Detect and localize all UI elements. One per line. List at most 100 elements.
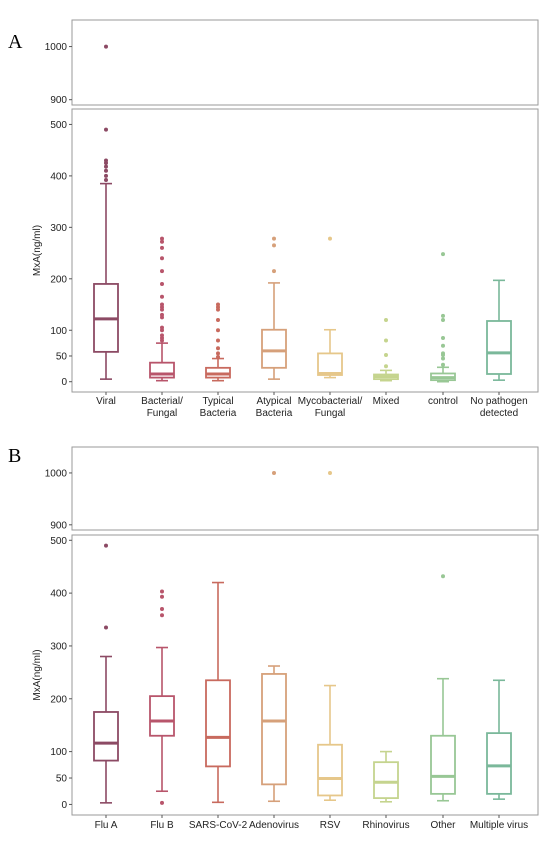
y-axis-label: MxA(ng/ml): [32, 225, 43, 276]
x-tick-label-line: Mixed: [373, 396, 400, 407]
x-tick-label-line: Flu B: [150, 820, 174, 831]
y-tick-label: 1000: [45, 42, 68, 53]
lower-frame: [71, 534, 539, 816]
y-tick-label: 50: [56, 774, 68, 785]
box-iqr: [430, 734, 456, 795]
x-tick-label-line: Typical: [202, 396, 233, 407]
x-tick-label: SARS-CoV-2: [189, 820, 248, 831]
y-tick-label: 500: [50, 120, 67, 131]
y-tick-label: 300: [50, 223, 67, 234]
upper-frame: [71, 19, 539, 106]
outlier-point: [216, 317, 220, 322]
outlier-point: [160, 245, 164, 250]
x-tick-label-line: control: [428, 396, 458, 407]
y-tick-label: 50: [56, 351, 68, 362]
x-tick-label: RSV: [320, 820, 341, 831]
y-tick-label: 400: [50, 171, 67, 182]
outlier-point: [384, 317, 388, 322]
outlier-point: [104, 178, 108, 183]
box-0: [93, 44, 119, 380]
box-4: [317, 236, 343, 379]
box-iqr: [149, 695, 175, 737]
outlier-point: [272, 236, 276, 241]
box-iqr: [317, 352, 343, 376]
box-4: [317, 470, 343, 802]
box-iqr: [205, 679, 231, 768]
lower-frame: [71, 108, 539, 393]
x-tick-label: Mycobacterial/Fungal: [298, 396, 363, 419]
y-tick-label: 0: [61, 800, 67, 811]
y-tick-label: 400: [50, 589, 67, 600]
box-3: [261, 470, 287, 803]
outlier-point: [272, 243, 276, 248]
box-2: [205, 581, 231, 804]
x-tick-label: control: [428, 396, 458, 407]
x-tick-label-line: Adenovirus: [249, 820, 299, 831]
outlier-point: [441, 362, 445, 367]
outlier-point: [441, 574, 445, 579]
outlier-point: [384, 364, 388, 369]
outlier-point: [160, 606, 164, 611]
box-iqr: [486, 732, 512, 795]
outlier-point: [216, 328, 220, 333]
upper-frame: [71, 446, 539, 531]
x-tick-label-line: Multiple virus: [470, 820, 528, 831]
y-tick-label: 900: [50, 95, 67, 106]
x-tick-label-line: Fungal: [315, 408, 346, 419]
outlier-point: [160, 236, 164, 241]
box-iqr: [486, 320, 512, 375]
x-tick-label: Rhinovirus: [362, 820, 409, 831]
outlier-point: [441, 313, 445, 318]
x-tick-label-line: Fungal: [147, 408, 178, 419]
box-iqr: [261, 328, 287, 369]
x-tick-label: Other: [430, 820, 456, 831]
y-tick-label: 300: [50, 641, 67, 652]
outlier-point: [160, 589, 164, 594]
y-tick-label: 500: [50, 536, 67, 547]
outlier-point: [441, 317, 445, 322]
x-tick-label-line: Mycobacterial/: [298, 396, 363, 407]
x-tick-label-line: Bacterial/: [141, 396, 183, 407]
outlier-point: [216, 355, 220, 360]
x-tick-label: Bacterial/Fungal: [141, 396, 183, 419]
x-tick-label-line: Bacteria: [200, 408, 237, 419]
outlier-point: [441, 351, 445, 356]
box-5: [373, 317, 399, 382]
panel-letter: B: [8, 445, 21, 467]
outlier-point: [104, 44, 108, 49]
outlier-point: [441, 335, 445, 340]
outlier-point: [216, 338, 220, 343]
outlier-point: [160, 302, 164, 307]
outlier-point: [104, 164, 108, 169]
x-tick-label: Multiple virus: [470, 820, 528, 831]
y-axis-label: MxA(ng/ml): [32, 649, 43, 700]
outlier-point: [216, 302, 220, 307]
y-tick-label: 900: [50, 520, 67, 531]
outlier-point: [384, 338, 388, 343]
outlier-point: [160, 325, 164, 330]
x-tick-label-line: RSV: [320, 820, 341, 831]
x-tick-label: Typical Bacteria: [200, 396, 237, 419]
box-1: [149, 236, 175, 382]
panel-A: A 900 1000 0 50 100 200 300 400 500 MxA(ng/ml) Vira…: [8, 19, 539, 419]
outlier-point: [160, 269, 164, 274]
outlier-point: [216, 346, 220, 351]
outlier-point: [160, 294, 164, 299]
x-tick-label: Atypical Bacteria: [256, 396, 293, 419]
x-tick-label-line: No pathogen: [470, 396, 527, 407]
outlier-point: [104, 158, 108, 163]
outlier-point: [272, 470, 276, 475]
outlier-point: [160, 239, 164, 244]
x-tick-label-line: Rhinovirus: [362, 820, 409, 831]
box-6: [430, 252, 456, 383]
x-tick-label: Mixed: [373, 396, 400, 407]
x-tick-label: No pathogen detected: [470, 396, 527, 419]
outlier-point: [216, 351, 220, 356]
panel-letter: A: [8, 31, 23, 53]
outlier-point: [160, 281, 164, 286]
outlier-point: [328, 236, 332, 241]
outlier-point: [104, 625, 108, 630]
x-tick-label-line: Bacteria: [256, 408, 293, 419]
box-7: [486, 279, 512, 381]
